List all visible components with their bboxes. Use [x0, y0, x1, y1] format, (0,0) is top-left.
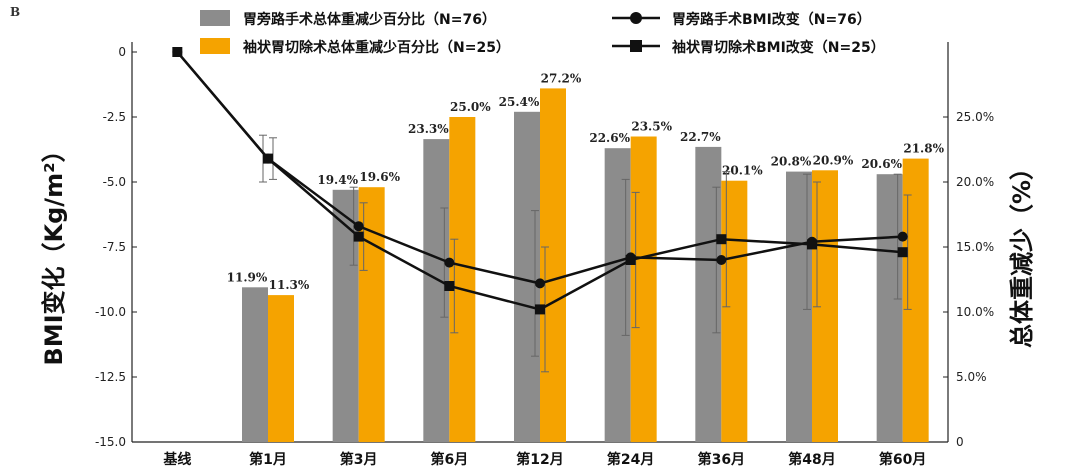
x-tick-label: 第48月	[788, 451, 835, 468]
legend-swatch-sleeve-bar	[200, 38, 230, 54]
legend-label-bypass-line: 胃旁路手术BMI改变（N=76）	[672, 11, 871, 28]
bar-data-label: 20.6%	[861, 157, 902, 171]
bar-bypass	[876, 174, 903, 442]
bar-sleeve	[358, 187, 385, 442]
y-right-tick-label: 10.0%	[956, 305, 994, 319]
y-right-tick-label: 5.0%	[956, 370, 987, 384]
y-right-tick-label: 15.0%	[956, 240, 994, 254]
bar-data-label: 19.6%	[359, 170, 400, 184]
y-right-tick-label: 20.0%	[956, 175, 994, 189]
legend-label-sleeve-line: 袖状胃切除术BMI改变（N=25）	[672, 39, 885, 56]
bar-bypass	[514, 111, 540, 443]
line-point-square	[897, 247, 908, 258]
bar-sleeve	[902, 158, 929, 442]
line-point-square	[807, 239, 817, 250]
bar-bypass	[695, 146, 722, 442]
bar-data-label: 11.3%	[269, 278, 310, 292]
y-left-tick-label: -2.5	[103, 110, 126, 124]
legend-label-bypass-bar: 胃旁路手术总体重减少百分比（N=76）	[243, 11, 496, 28]
bar-sleeve	[540, 88, 566, 443]
bar-data-label: 22.7%	[680, 130, 721, 144]
line-point-square	[353, 231, 364, 242]
legend-label-sleeve-bar: 袖状胃切除术总体重减少百分比（N=25）	[243, 39, 510, 56]
line-point-circle	[444, 257, 455, 268]
x-tick-label: 第12月	[516, 451, 563, 468]
plot-area: 0 -2.5 -5.0 -7.5 -10.0 -12.5 -15.0 0 5.0% 10.0% 15…	[95, 42, 994, 468]
line-point-square	[444, 281, 455, 291]
line-point-circle	[897, 231, 908, 242]
line-point-square	[172, 47, 183, 57]
bar-sleeve	[812, 170, 838, 443]
y-left-tick-label: -15.0	[95, 435, 126, 449]
bar-data-label: 25.4%	[499, 95, 540, 109]
x-tick-label: 第60月	[879, 451, 926, 468]
bar-data-label: 27.2%	[541, 71, 582, 85]
x-tick-label: 第1月	[249, 451, 287, 468]
legend: 胃旁路手术总体重减少百分比（N=76） 袖状胃切除术总体重减少百分比（N=25）…	[200, 10, 885, 56]
line-point-square	[716, 234, 727, 245]
legend-marker-square	[630, 40, 642, 52]
line-point-square	[263, 153, 273, 164]
line-point-circle	[353, 221, 364, 232]
bar-data-label: 19.4%	[317, 173, 358, 187]
x-tick-label: 第3月	[340, 451, 378, 468]
legend-swatch-bypass-bar	[200, 10, 230, 26]
bar-sleeve	[630, 136, 657, 442]
bar-bypass	[604, 148, 631, 442]
x-tick-label: 第24月	[607, 451, 654, 468]
bar-data-label: 21.8%	[903, 142, 944, 156]
bar-data-label: 20.1%	[722, 164, 763, 178]
bar-sleeve	[268, 295, 294, 442]
bar-bypass	[242, 287, 268, 442]
x-tick-label: 第6月	[430, 451, 468, 468]
bar-data-label: 11.9%	[227, 270, 268, 284]
y-left-tick-label: 0	[118, 45, 126, 59]
bar-data-label: 23.5%	[631, 120, 672, 134]
bar-bypass	[786, 171, 812, 442]
line-point-circle	[535, 278, 545, 289]
bar-data-label: 20.8%	[771, 155, 812, 169]
bar-data-label: 23.3%	[408, 122, 449, 136]
y-left-tick-label: -5.0	[103, 175, 126, 189]
x-tick-label: 第36月	[698, 451, 745, 468]
panel-label: B	[10, 5, 20, 19]
line-point-circle	[716, 255, 727, 265]
bar-data-label: 20.9%	[813, 153, 854, 167]
y-left-tick-label: -7.5	[103, 240, 126, 254]
legend-marker-circle	[630, 12, 642, 24]
bar-data-label: 25.0%	[450, 100, 491, 114]
line-point-square	[535, 304, 545, 315]
y-left-tick-label: -12.5	[95, 370, 126, 384]
x-tick-label: 基线	[163, 451, 191, 468]
bar-data-label: 22.6%	[589, 131, 630, 145]
y-axis-left-title: BMI变化（Kg/m²）	[40, 138, 68, 365]
bar-sleeve	[449, 117, 476, 442]
y-right-tick-label: 25.0%	[956, 110, 994, 124]
bar-sleeve	[721, 180, 748, 442]
line-point-square	[625, 255, 636, 265]
y-right-tick-label: 0	[956, 435, 964, 449]
y-left-tick-label: -10.0	[95, 305, 126, 319]
y-axis-right-title: 总体重减少（%）	[1008, 156, 1036, 348]
